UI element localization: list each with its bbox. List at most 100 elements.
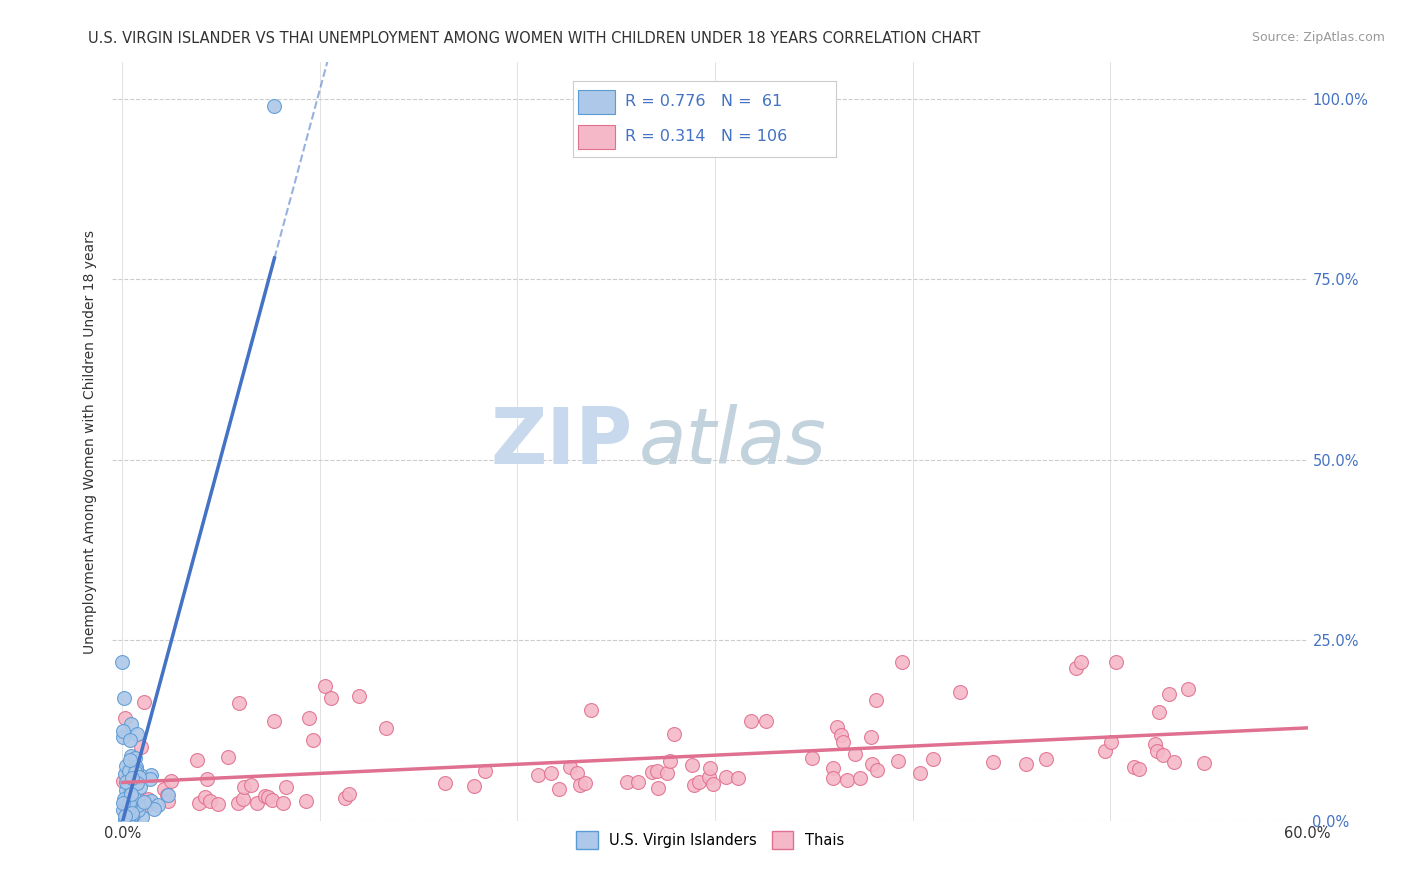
Point	[616, 775, 638, 789]
Point	[1159, 688, 1181, 702]
Point	[860, 756, 883, 771]
Point	[823, 771, 845, 785]
Point	[114, 809, 136, 823]
Point	[186, 753, 208, 767]
Point	[981, 755, 1004, 769]
Point	[540, 766, 562, 780]
Point	[127, 776, 149, 790]
Point	[579, 703, 602, 717]
Point	[157, 794, 180, 808]
Point	[117, 813, 139, 827]
Point	[188, 796, 211, 810]
Point	[921, 752, 943, 766]
Point	[548, 782, 571, 797]
Point	[1177, 682, 1199, 697]
Point	[118, 812, 141, 826]
Point	[146, 798, 169, 813]
Point	[194, 790, 217, 805]
Point	[253, 789, 276, 804]
Point	[156, 788, 179, 802]
Point	[112, 730, 135, 744]
Point	[135, 797, 157, 812]
Point	[568, 778, 591, 792]
Text: ZIP: ZIP	[491, 403, 633, 480]
Point	[118, 812, 141, 826]
Point	[112, 690, 135, 705]
Point	[120, 732, 142, 747]
Point	[117, 798, 139, 813]
Point	[120, 716, 142, 731]
Point	[240, 778, 263, 792]
Point	[128, 767, 150, 781]
Point	[682, 758, 704, 772]
Point	[800, 751, 823, 765]
Point	[114, 798, 136, 813]
Point	[908, 765, 931, 780]
Point	[143, 802, 166, 816]
Point	[118, 763, 141, 777]
Point	[434, 776, 457, 790]
Point	[645, 764, 668, 778]
Point	[195, 772, 218, 786]
Point	[226, 796, 249, 810]
Point	[118, 764, 141, 778]
Point	[131, 809, 153, 823]
Point	[526, 767, 548, 781]
Point	[574, 776, 596, 790]
Point	[114, 814, 136, 828]
Point	[256, 789, 278, 804]
Point	[1099, 735, 1122, 749]
Point	[887, 754, 910, 768]
Point	[755, 714, 778, 729]
Point	[139, 794, 162, 808]
Point	[125, 727, 148, 741]
Point	[374, 721, 396, 735]
Point	[688, 774, 710, 789]
Point	[120, 796, 142, 810]
Point	[727, 771, 749, 785]
Point	[891, 655, 914, 669]
Point	[118, 753, 141, 767]
Y-axis label: Unemployment Among Women with Children Under 18 years: Unemployment Among Women with Children U…	[83, 229, 97, 654]
Point	[260, 793, 283, 807]
Point	[228, 697, 250, 711]
Point	[125, 760, 148, 774]
Point	[474, 764, 496, 778]
Point	[1128, 762, 1150, 776]
Point	[662, 727, 685, 741]
Point	[831, 735, 853, 749]
Point	[740, 714, 762, 728]
Point	[115, 777, 138, 791]
Point	[115, 782, 138, 797]
Point	[1105, 655, 1128, 669]
Point	[337, 787, 360, 801]
Point	[1070, 655, 1092, 669]
Point	[136, 792, 159, 806]
Point	[627, 774, 650, 789]
Point	[118, 796, 141, 810]
Point	[128, 770, 150, 784]
Point	[118, 812, 141, 826]
Point	[865, 692, 887, 706]
Point	[699, 761, 721, 775]
Point	[263, 99, 285, 113]
Point	[125, 763, 148, 777]
Point	[697, 770, 720, 784]
Point	[117, 797, 139, 812]
Point	[314, 679, 336, 693]
Point	[565, 766, 588, 780]
Point	[860, 731, 883, 745]
Point	[115, 774, 138, 789]
Point	[160, 773, 183, 788]
Point	[124, 750, 146, 764]
Point	[658, 754, 681, 768]
Point	[118, 801, 141, 815]
Point	[647, 781, 669, 796]
Legend: U.S. Virgin Islanders, Thais: U.S. Virgin Islanders, Thais	[569, 826, 851, 855]
Point	[298, 711, 321, 725]
Point	[117, 803, 139, 817]
Point	[139, 772, 162, 787]
Point	[121, 805, 143, 820]
Point	[121, 771, 143, 785]
Point	[232, 792, 254, 806]
